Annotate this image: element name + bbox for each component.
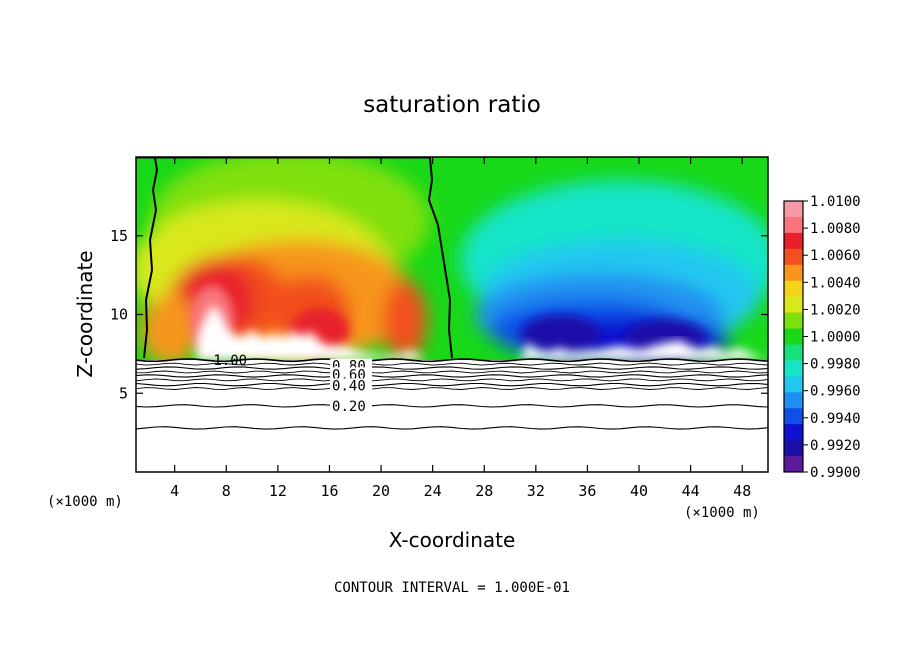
colorbar-swatch: [784, 312, 803, 330]
contour-line: [135, 362, 769, 366]
heatmap-field: [136, 157, 768, 360]
colorbar-swatch: [784, 328, 803, 345]
y-tick-label: 15: [110, 227, 128, 245]
colorbar-swatch: [784, 392, 803, 409]
contour-label: 0.40: [332, 378, 366, 394]
x-tick-label: 36: [578, 482, 596, 500]
colorbar-label: 0.9980: [810, 357, 861, 373]
colorbar-label: 1.0080: [810, 221, 861, 237]
y-axis: 5 10 15: [110, 227, 768, 402]
colorbar-label: 0.9960: [810, 384, 861, 400]
colorbar-swatch: [784, 264, 803, 282]
colorbar-label: 1.0060: [810, 248, 861, 264]
y-axis-label: Z-coordinate: [73, 250, 97, 377]
colorbar-swatch: [784, 456, 803, 473]
colorbar-label: 1.0000: [810, 330, 861, 346]
x-tick-label: 4: [170, 482, 179, 500]
contour-label-bg: [330, 367, 373, 380]
x-tick-label: 16: [320, 482, 338, 500]
colorbar-swatch: [784, 344, 803, 361]
contour-label-bg: [330, 378, 373, 391]
x-tick-label: 28: [475, 482, 493, 500]
colorbar-swatch: [784, 408, 803, 425]
contour-line: [135, 374, 769, 378]
contour-line: [135, 426, 769, 430]
colorbar-swatch: [784, 280, 803, 298]
x-tick-label: 40: [630, 482, 648, 500]
colorbar-swatch: [784, 440, 803, 457]
colorbar-label: 1.0100: [810, 194, 861, 210]
contour-interval-note: CONTOUR INTERVAL = 1.000E-01: [334, 580, 570, 596]
colorbar-label: 1.0040: [810, 275, 861, 291]
contour-line: [135, 387, 769, 390]
colorbar-swatch: [784, 216, 803, 234]
contour-label: 1.00: [213, 353, 247, 369]
x-tick-label: 24: [424, 482, 442, 500]
x-tick-label: 20: [372, 482, 390, 500]
colorbar-swatch: [784, 360, 803, 377]
chart-title: saturation ratio: [363, 92, 541, 118]
colorbar-label: 0.9940: [810, 411, 861, 427]
x-axis: 4 8 12 16 20 24 28 32 36 40 44 48: [170, 157, 751, 500]
colorbar-swatch: [784, 376, 803, 393]
cloud-boundary-contour: [143, 157, 159, 359]
x-tick-label: 48: [733, 482, 751, 500]
colorbar-label: 0.9920: [810, 438, 861, 454]
y-tick-label: 10: [110, 306, 128, 324]
contour-line: [135, 404, 769, 408]
contour-line: [135, 378, 769, 382]
x-tick-label: 32: [527, 482, 545, 500]
x-axis-label: X-coordinate: [389, 528, 516, 552]
colorbar-label: 1.0020: [810, 302, 861, 318]
contour-label: 0.20: [332, 399, 366, 415]
colorbar-swatch: [784, 296, 803, 314]
colorbar-swatch: [784, 201, 803, 218]
colorbar: 1.0100 1.0080 1.0060 1.0040 1.0020 1.0000 0.99…: [783, 194, 861, 481]
colorbar-swatch: [784, 232, 803, 250]
x-unit-left: (×1000 m): [47, 494, 123, 510]
x-tick-label: 8: [222, 482, 231, 500]
contour-line: [135, 382, 769, 387]
x-tick-label: 44: [682, 482, 700, 500]
x-tick-label: 12: [269, 482, 287, 500]
colorbar-swatch: [784, 424, 803, 441]
x-unit-right: (×1000 m): [684, 505, 760, 521]
contour-line: [135, 366, 769, 370]
contour-labels: 1.00 0.800.600.400.20: [213, 353, 373, 415]
contour-line: [135, 370, 769, 374]
contour-lines: [135, 358, 769, 430]
y-tick-label: 5: [119, 384, 128, 402]
contour-label-bg: [330, 398, 373, 411]
colorbar-swatch: [784, 248, 803, 266]
contour-line: [135, 358, 769, 363]
colorbar-label: 0.9900: [810, 465, 861, 481]
